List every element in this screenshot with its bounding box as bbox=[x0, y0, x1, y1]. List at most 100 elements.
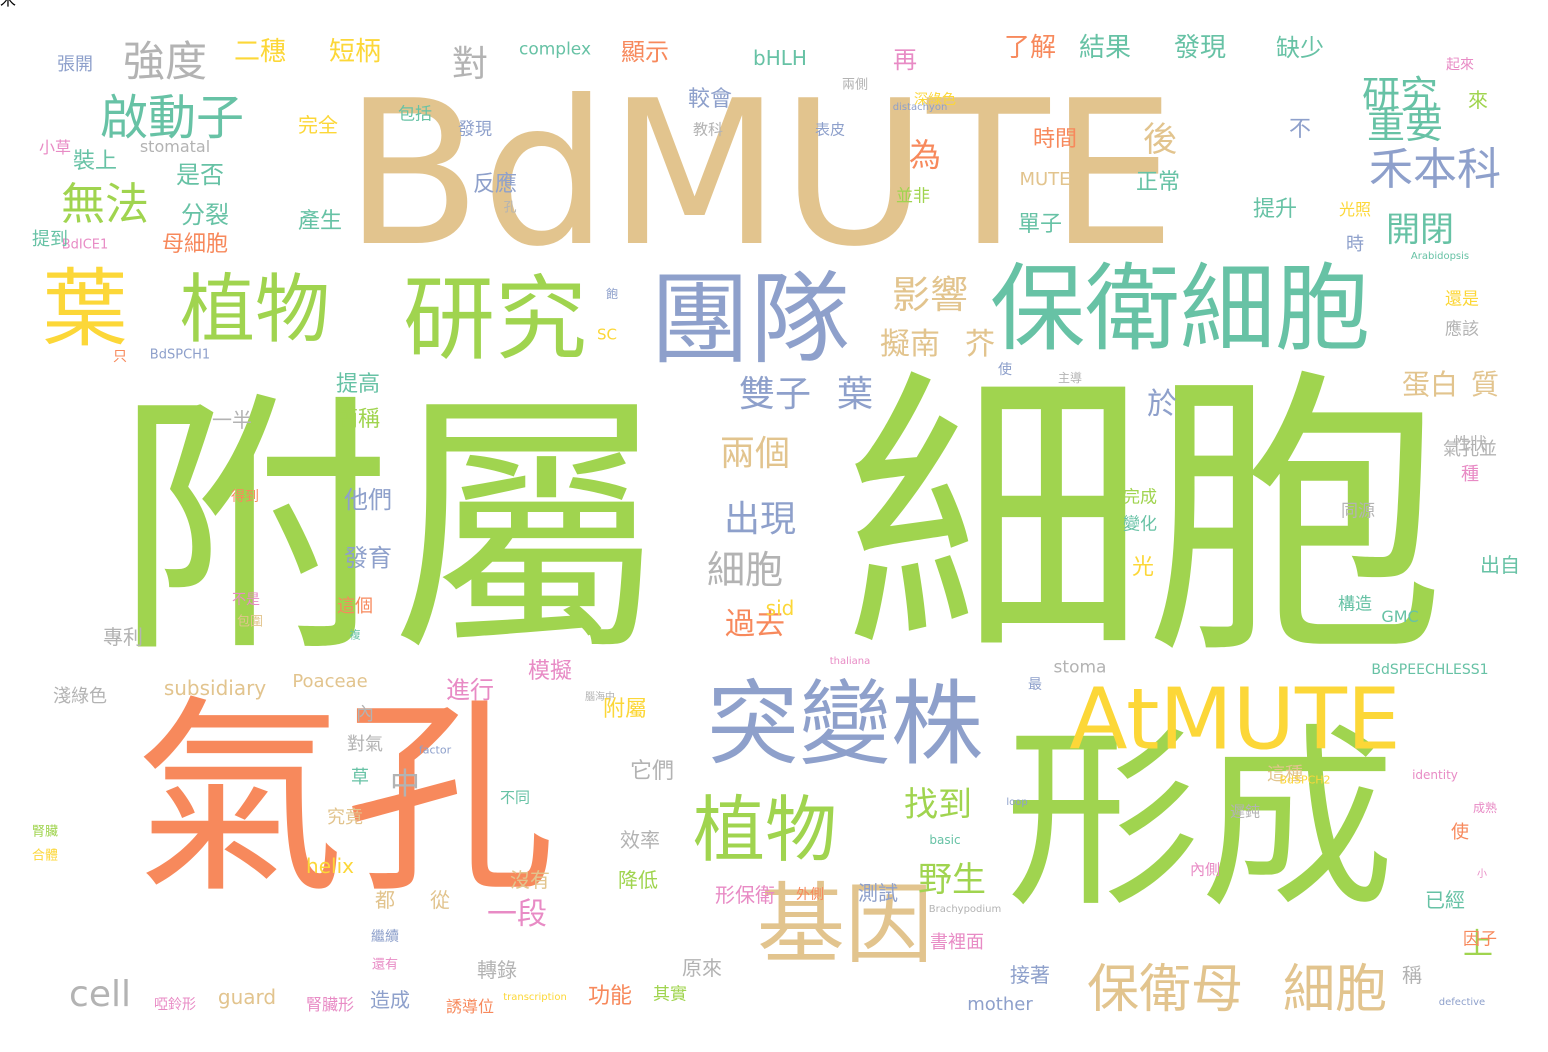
word-cloud-word: 張開 bbox=[57, 54, 93, 75]
word-cloud-word: 腎臟形 bbox=[305, 995, 355, 1014]
word-cloud-word: 完成 bbox=[1123, 487, 1157, 508]
word-cloud-word: 是否 bbox=[176, 161, 224, 189]
word-cloud-word: factor bbox=[418, 743, 452, 757]
word-cloud-word: 氣孔 bbox=[134, 677, 556, 922]
word-cloud-word: mother bbox=[967, 994, 1033, 1015]
word-cloud-word: 遲鈍 bbox=[1229, 802, 1261, 821]
word-cloud-word: 究竟 bbox=[327, 807, 363, 828]
word-cloud-word: 母細胞 bbox=[161, 232, 229, 257]
word-cloud-word: 雙子 bbox=[738, 374, 812, 415]
word-cloud-word: 植物 bbox=[179, 265, 331, 354]
word-cloud-word: 保衛母 bbox=[1086, 960, 1244, 1020]
word-cloud-word: 找到 bbox=[904, 785, 972, 825]
word-cloud-word: 他們 bbox=[344, 486, 392, 514]
word-cloud-word: BdSPCH1 bbox=[149, 347, 211, 363]
word-cloud-word: BdSPCH2 bbox=[1279, 773, 1331, 787]
word-cloud-word: 細胞 bbox=[1282, 960, 1388, 1020]
word-cloud-word: 其實 bbox=[653, 984, 687, 1005]
word-cloud-word: Arabidopsis bbox=[1410, 251, 1470, 262]
word-cloud-word: transcription bbox=[503, 992, 567, 1003]
word-cloud-word: 從 bbox=[430, 888, 450, 912]
word-cloud-word: 強度 bbox=[122, 37, 208, 86]
word-cloud-word: 進行 bbox=[446, 676, 494, 704]
word-cloud-word: 小草 bbox=[38, 138, 72, 157]
word-cloud-word: 正常 bbox=[1135, 170, 1181, 195]
word-cloud-word: identity bbox=[1412, 768, 1458, 782]
word-cloud-word: 擬南 bbox=[880, 327, 940, 362]
word-cloud-word: 短柄 bbox=[328, 37, 382, 67]
word-cloud-word: BdMUTE bbox=[344, 58, 1176, 291]
word-cloud-word: 野生 bbox=[918, 860, 986, 900]
word-cloud-word: 專利 bbox=[103, 625, 143, 649]
word-cloud-word: 包括 bbox=[398, 104, 432, 125]
word-cloud-word: 腦海中 bbox=[585, 692, 615, 703]
word-cloud-word: 最 bbox=[1028, 677, 1042, 693]
word-cloud-word: Poaceae bbox=[292, 671, 368, 692]
word-cloud-word: 模擬 bbox=[527, 659, 573, 684]
word-cloud-word: cell bbox=[69, 974, 131, 1015]
word-cloud-word: 轉錄 bbox=[477, 958, 517, 982]
word-cloud-word: 開閉 bbox=[1386, 210, 1454, 250]
word-cloud-word: 飽 bbox=[605, 287, 619, 301]
word-cloud-word: 腎臟 bbox=[31, 824, 59, 840]
word-cloud-word: 繼續 bbox=[371, 929, 399, 945]
word-cloud-word: 光照 bbox=[1338, 200, 1372, 219]
word-cloud-word: 葉 bbox=[836, 374, 874, 415]
word-cloud-word: complex bbox=[518, 39, 592, 60]
word-cloud-word: 中 bbox=[390, 767, 420, 802]
word-cloud-word: 禾本科 bbox=[1369, 144, 1501, 195]
word-cloud-word: 基因 bbox=[756, 873, 934, 976]
word-cloud-word: 對 bbox=[451, 44, 489, 85]
word-cloud-word: 成熟 bbox=[1472, 801, 1498, 815]
word-cloud-word: 內側 bbox=[1189, 860, 1221, 879]
word-cloud-word: 時 bbox=[1346, 234, 1364, 255]
word-cloud-word: 因子 bbox=[1463, 929, 1497, 950]
word-cloud-word: 原來 bbox=[682, 956, 722, 980]
word-cloud-word: 包圍 bbox=[236, 614, 264, 630]
word-cloud-word: 提到 bbox=[32, 229, 68, 250]
word-cloud-word: 二穗 bbox=[233, 37, 287, 67]
word-cloud-word: 沒有 bbox=[510, 868, 550, 892]
word-cloud-word: 顯示 bbox=[621, 38, 669, 66]
word-cloud-word: 應該 bbox=[1445, 319, 1479, 340]
word-cloud-word: 教科 bbox=[692, 120, 724, 139]
word-cloud-word: guard bbox=[217, 985, 277, 1009]
word-cloud-word: BdSPEECHLESS1 bbox=[1371, 662, 1489, 678]
word-cloud-word: 光 bbox=[1131, 555, 1155, 580]
word-cloud-word: 附屬 bbox=[602, 697, 648, 722]
word-cloud-word: 單子 bbox=[1017, 212, 1063, 237]
word-cloud-word: 誘導位 bbox=[445, 997, 495, 1016]
word-cloud-word: 表皮 bbox=[814, 120, 846, 139]
word-cloud-word: 都 bbox=[375, 888, 395, 912]
word-cloud-word: SC bbox=[597, 325, 617, 344]
word-cloud-word: 兩個 bbox=[719, 434, 791, 475]
word-cloud-word: 並非 bbox=[896, 186, 930, 207]
word-cloud-word: 較會 bbox=[687, 87, 733, 112]
word-cloud-word: 效率 bbox=[620, 828, 660, 852]
word-cloud-word: 保衛細胞 bbox=[989, 254, 1371, 365]
word-cloud-word: 突變株 bbox=[706, 671, 984, 778]
word-cloud-word: basic bbox=[929, 833, 961, 847]
word-cloud-word: 性狀 bbox=[1453, 434, 1487, 455]
word-cloud-word: defective bbox=[1438, 997, 1486, 1008]
word-cloud-word: 淺綠色 bbox=[53, 686, 107, 707]
word-cloud-word: 提高 bbox=[335, 372, 381, 397]
word-cloud-word: 測試 bbox=[858, 881, 898, 905]
word-cloud-word: 使 bbox=[998, 362, 1012, 378]
word-cloud-word: 這個 bbox=[337, 596, 373, 617]
word-cloud-word: 上 bbox=[1463, 927, 1493, 962]
word-cloud-word: 植物 bbox=[692, 788, 838, 872]
word-cloud-word: 變化 bbox=[1123, 514, 1157, 535]
word-cloud-word: helix bbox=[306, 854, 354, 878]
word-cloud-word: 發現 bbox=[1173, 33, 1227, 63]
word-cloud-word: 氣孔並 bbox=[1443, 439, 1497, 460]
word-cloud-word: loop bbox=[1006, 797, 1028, 808]
word-cloud-word: 稱 bbox=[1402, 963, 1422, 987]
word-cloud-word: 降低 bbox=[618, 868, 658, 892]
word-cloud-word: 裝上 bbox=[72, 149, 118, 174]
word-cloud-word: MUTE bbox=[1019, 169, 1071, 190]
word-cloud-word: 為 bbox=[908, 136, 942, 174]
word-cloud-word: 發現 bbox=[458, 119, 492, 140]
word-cloud-word: distachyon bbox=[892, 102, 948, 113]
word-cloud-word: GMC bbox=[1381, 607, 1419, 626]
